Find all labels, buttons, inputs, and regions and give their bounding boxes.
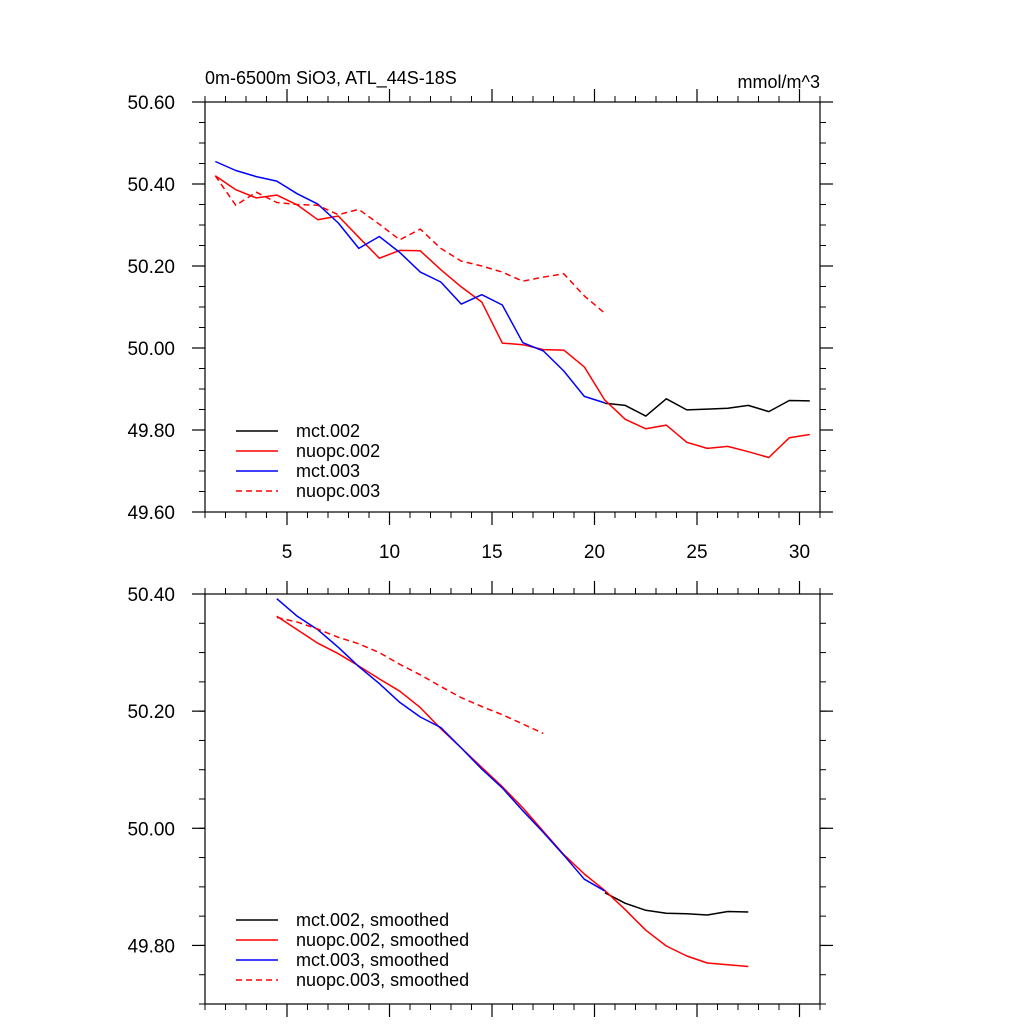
x-tick-label: 15 <box>481 542 502 563</box>
x-tick-label: 10 <box>379 542 400 563</box>
top-panel: 5 10 15 20 25 30 49.60 49.80 50.00 50.20 50.40 50.6… <box>127 68 833 563</box>
legend-label: mct.003, smoothed <box>296 950 449 970</box>
x-tick-label: 20 <box>584 542 605 563</box>
y-tick-label: 50.00 <box>127 819 175 840</box>
y-tick-label: 50.40 <box>127 585 175 606</box>
series-line-mct-002-smoothed <box>604 892 749 916</box>
legend-label: mct.002 <box>296 421 360 441</box>
legend-label: nuopc.002 <box>296 441 380 461</box>
x-tick-label: 30 <box>789 542 810 563</box>
legend-label: mct.003 <box>296 461 360 481</box>
y-tick-label: 50.00 <box>127 339 175 360</box>
legend-label: nuopc.003 <box>296 481 380 501</box>
y-tick-label: 49.60 <box>127 503 175 524</box>
y-tick-label: 50.20 <box>127 702 175 723</box>
series-line-mct-003-smoothed <box>276 598 606 892</box>
legend-label: nuopc.002, smoothed <box>296 930 469 950</box>
series-line-nuopc-003 <box>214 175 606 314</box>
series-line-mct-003 <box>214 160 606 404</box>
x-tick-label: 5 <box>282 542 293 563</box>
series-line-nuopc-002 <box>214 175 810 459</box>
y-tick-label: 49.80 <box>127 936 175 957</box>
legend-label: nuopc.003, smoothed <box>296 970 469 990</box>
y-tick-label: 49.80 <box>127 421 175 442</box>
legend-label: mct.002, smoothed <box>296 910 449 930</box>
y-tick-label: 50.40 <box>127 175 175 196</box>
y-tick-label: 50.20 <box>127 257 175 278</box>
x-tick-label: 25 <box>686 542 707 563</box>
y-tick-label: 50.60 <box>127 93 175 114</box>
series-line-mct-002 <box>604 398 810 417</box>
series-line-nuopc-003-smoothed <box>276 616 544 735</box>
units-label: mmol/m^3 <box>738 72 820 92</box>
chart-title: 0m-6500m SiO3, ATL_44S-18S <box>205 68 457 89</box>
